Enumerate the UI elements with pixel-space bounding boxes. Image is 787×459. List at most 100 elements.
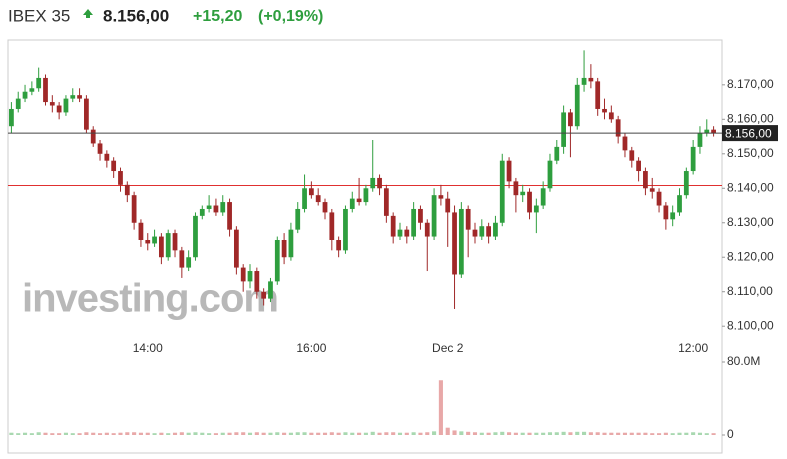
- volume-bar: [616, 432, 621, 435]
- candle-body: [363, 188, 369, 203]
- volume-bar: [84, 432, 89, 435]
- volume-bar: [309, 432, 314, 435]
- volume-bar: [261, 432, 266, 435]
- candle-body: [424, 222, 430, 237]
- candle-body: [240, 267, 246, 282]
- candle-body: [118, 171, 123, 185]
- candle-body: [704, 129, 710, 134]
- candle-body: [165, 233, 171, 258]
- volume-bar: [70, 433, 75, 435]
- candle-body: [418, 208, 423, 223]
- candle-body: [315, 195, 321, 203]
- y-tick-label: 8.100,00: [727, 318, 774, 332]
- candle-body: [568, 112, 573, 127]
- volume-bar: [322, 432, 328, 435]
- volume-bar: [629, 432, 634, 435]
- volume-bar: [520, 432, 525, 435]
- volume-bar: [16, 433, 21, 435]
- volume-bar: [145, 432, 150, 435]
- volume-bar: [704, 433, 709, 435]
- volume-bar: [602, 432, 607, 435]
- candle-body: [77, 95, 82, 99]
- y-tick-label: 80.0M: [727, 354, 760, 368]
- volume-bar: [275, 432, 280, 435]
- volume-bar: [207, 433, 212, 435]
- candle-body: [213, 205, 219, 213]
- volume-bar: [643, 432, 648, 435]
- volume-bar: [547, 432, 553, 435]
- candle-body: [472, 229, 478, 237]
- plot-frame: [7, 39, 723, 454]
- candle-body: [84, 98, 89, 130]
- candle-body: [670, 212, 676, 220]
- volume-bar: [391, 432, 396, 435]
- candle-body: [370, 177, 376, 189]
- candle-body: [595, 81, 601, 109]
- change: +15,20: [193, 8, 242, 25]
- candle-body: [288, 229, 294, 258]
- candle-body: [186, 257, 192, 268]
- volume-bar: [302, 432, 307, 435]
- volume-bar: [9, 432, 14, 435]
- candle-body: [97, 143, 103, 154]
- candle-body: [547, 160, 553, 189]
- volume-bar: [432, 431, 437, 435]
- candle-body: [533, 205, 539, 213]
- volume-bar: [397, 432, 403, 435]
- candle-body: [199, 208, 205, 216]
- volume-bar: [329, 432, 334, 435]
- candle-body: [281, 240, 287, 258]
- candle-body: [302, 188, 307, 209]
- volume-bar: [247, 432, 253, 435]
- volume-bar: [438, 380, 443, 435]
- volume-bar: [118, 432, 123, 435]
- candle-body: [124, 184, 130, 196]
- up-arrow: [83, 9, 93, 18]
- candle-body: [268, 281, 273, 299]
- candle-body: [588, 77, 594, 82]
- candle-body: [336, 240, 342, 251]
- volume-bar: [466, 431, 471, 435]
- candle-body: [343, 208, 348, 251]
- change-pct: (+0,19%): [258, 8, 323, 25]
- candle-body: [479, 226, 485, 237]
- volume-bar: [595, 432, 600, 435]
- y-tick-label: 8.110,00: [727, 284, 773, 298]
- candle-body: [697, 133, 703, 147]
- volume-bar: [568, 432, 573, 435]
- candle-body: [465, 208, 471, 230]
- candle-body: [227, 202, 232, 230]
- volume-bar: [691, 432, 696, 435]
- last-price-label: 8.156,00: [725, 126, 772, 140]
- volume-bar: [241, 432, 246, 435]
- candle-body: [193, 215, 198, 258]
- volume-bar: [227, 432, 232, 435]
- volume-bar: [377, 432, 382, 435]
- candle-body: [220, 202, 226, 213]
- volume-bar: [63, 432, 68, 435]
- candle-body: [404, 229, 410, 237]
- x-tick-label: 16:00: [296, 341, 326, 355]
- candle-body: [540, 188, 546, 206]
- volume-bar: [152, 433, 157, 435]
- volume-bar: [132, 432, 137, 435]
- volume-bar: [350, 432, 355, 435]
- volume-bar: [316, 432, 321, 435]
- candle-body: [452, 212, 457, 275]
- candle-body: [656, 191, 662, 206]
- candle-body: [49, 102, 55, 106]
- candle-body: [329, 212, 335, 240]
- index-name: IBEX 35: [8, 6, 70, 25]
- candle-body: [131, 195, 137, 223]
- y-tick-label: 8.120,00: [727, 249, 774, 263]
- candle-body: [9, 108, 14, 127]
- volume-bar: [670, 433, 675, 435]
- volume-bar: [445, 427, 450, 435]
- candle-body: [527, 191, 532, 213]
- volume-bar: [513, 432, 518, 435]
- candle-body: [683, 171, 689, 196]
- candle-body: [15, 98, 21, 109]
- volume-bar: [336, 432, 341, 435]
- volume-bar: [159, 432, 164, 435]
